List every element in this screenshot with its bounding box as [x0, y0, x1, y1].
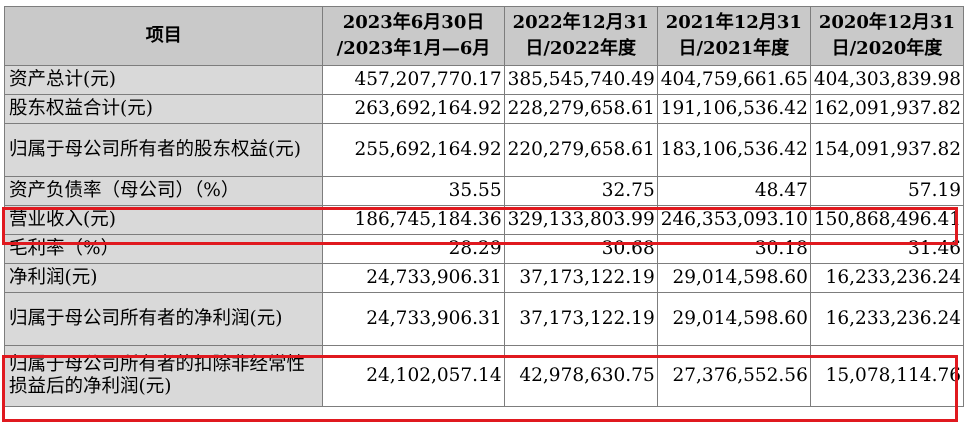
table-row: 归属于母公司所有者的股东权益(元) 255,692,164.92 220,279…	[3, 123, 964, 177]
row-label: 净利润(元)	[3, 263, 324, 293]
cell-value: 29,014,598.60	[656, 263, 811, 293]
cell-value: 255,692,164.92	[322, 123, 505, 177]
cell-value: 404,303,839.98	[809, 65, 964, 95]
table-row-revenue: 营业收入(元) 186,745,184.36 329,133,803.99 24…	[3, 205, 964, 235]
row-label: 归属于母公司所有者的扣除非经常性损益后的净利润(元)	[3, 345, 324, 407]
cell-value: 42,978,630.75	[503, 345, 658, 407]
cell-value: 404,759,661.65	[656, 65, 811, 95]
cell-value: 191,106,536.42	[656, 94, 811, 124]
table-row: 资产负债率（母公司）（%） 35.55 32.75 48.47 57.19	[3, 176, 964, 206]
header-line: 日/2020年度	[831, 38, 943, 59]
cell-value: 30.18	[656, 234, 811, 264]
row-label: 归属于母公司所有者的股东权益(元)	[3, 123, 324, 177]
header-line: /2023年1月—6月	[336, 38, 491, 59]
table-row: 股东权益合计(元) 263,692,164.92 228,279,658.61 …	[3, 94, 964, 124]
cell-value: 28.29	[322, 234, 505, 264]
financial-summary-table-wrapper: 项目 2023年6月30日/2023年1月—6月 2022年12月31 日/202…	[3, 6, 964, 407]
cell-value: 30.68	[503, 234, 658, 264]
cell-value: 37,173,122.19	[503, 263, 658, 293]
table-row: 净利润(元) 24,733,906.31 37,173,122.19 29,01…	[3, 263, 964, 293]
header-col-2021: 2021年12月31 日/2021年度	[656, 6, 811, 66]
row-label: 资产总计(元)	[3, 65, 324, 95]
cell-value: 162,091,937.82	[809, 94, 964, 124]
header-line: 2023年6月30日	[342, 12, 485, 33]
header-col-2020: 2020年12月31 日/2020年度	[809, 6, 964, 66]
cell-value: 228,279,658.61	[503, 94, 658, 124]
header-col-2022: 2022年12月31 日/2022年度	[503, 6, 658, 66]
table-row-deducted-net-profit: 归属于母公司所有者的扣除非经常性损益后的净利润(元) 24,102,057.14…	[3, 345, 964, 407]
cell-value: 329,133,803.99	[503, 205, 658, 235]
cell-value: 15,078,114.76	[809, 345, 964, 407]
cell-value: 57.19	[809, 176, 964, 206]
header-line: 2020年12月31	[818, 12, 956, 33]
header-line: 日/2021年度	[678, 38, 790, 59]
cell-value: 35.55	[322, 176, 505, 206]
cell-value: 27,376,552.56	[656, 345, 811, 407]
row-label: 归属于母公司所有者的净利润(元)	[3, 292, 324, 346]
financial-summary-table: 项目 2023年6月30日/2023年1月—6月 2022年12月31 日/202…	[3, 6, 964, 407]
table-row: 资产总计(元) 457,207,770.17 385,545,740.49 40…	[3, 65, 964, 95]
header-col-2023h1: 2023年6月30日/2023年1月—6月	[322, 6, 505, 66]
table-row: 毛利率（%） 28.29 30.68 30.18 31.46	[3, 234, 964, 264]
cell-value: 183,106,536.42	[656, 123, 811, 177]
cell-value: 24,102,057.14	[322, 345, 505, 407]
row-label: 股东权益合计(元)	[3, 94, 324, 124]
cell-value: 186,745,184.36	[322, 205, 505, 235]
cell-value: 24,733,906.31	[322, 292, 505, 346]
cell-value: 263,692,164.92	[322, 94, 505, 124]
cell-value: 457,207,770.17	[322, 65, 505, 95]
header-line: 2021年12月31	[665, 12, 802, 33]
header-line: 2022年12月31	[512, 12, 649, 33]
cell-value: 32.75	[503, 176, 658, 206]
cell-value: 29,014,598.60	[656, 292, 811, 346]
cell-value: 150,868,496.41	[809, 205, 964, 235]
row-label: 资产负债率（母公司）（%）	[3, 176, 324, 206]
cell-value: 385,545,740.49	[503, 65, 658, 95]
row-label: 营业收入(元)	[3, 205, 324, 235]
row-label: 毛利率（%）	[3, 234, 324, 264]
table-header-row: 项目 2023年6月30日/2023年1月—6月 2022年12月31 日/202…	[3, 6, 964, 66]
cell-value: 154,091,937.82	[809, 123, 964, 177]
cell-value: 48.47	[656, 176, 811, 206]
cell-value: 16,233,236.24	[809, 263, 964, 293]
cell-value: 37,173,122.19	[503, 292, 658, 346]
header-line: 日/2022年度	[525, 38, 636, 59]
table-row: 归属于母公司所有者的净利润(元) 24,733,906.31 37,173,12…	[3, 292, 964, 346]
cell-value: 220,279,658.61	[503, 123, 658, 177]
cell-value: 16,233,236.24	[809, 292, 964, 346]
cell-value: 31.46	[809, 234, 964, 264]
cell-value: 24,733,906.31	[322, 263, 505, 293]
cell-value: 246,353,093.10	[656, 205, 811, 235]
header-item: 项目	[3, 6, 324, 66]
